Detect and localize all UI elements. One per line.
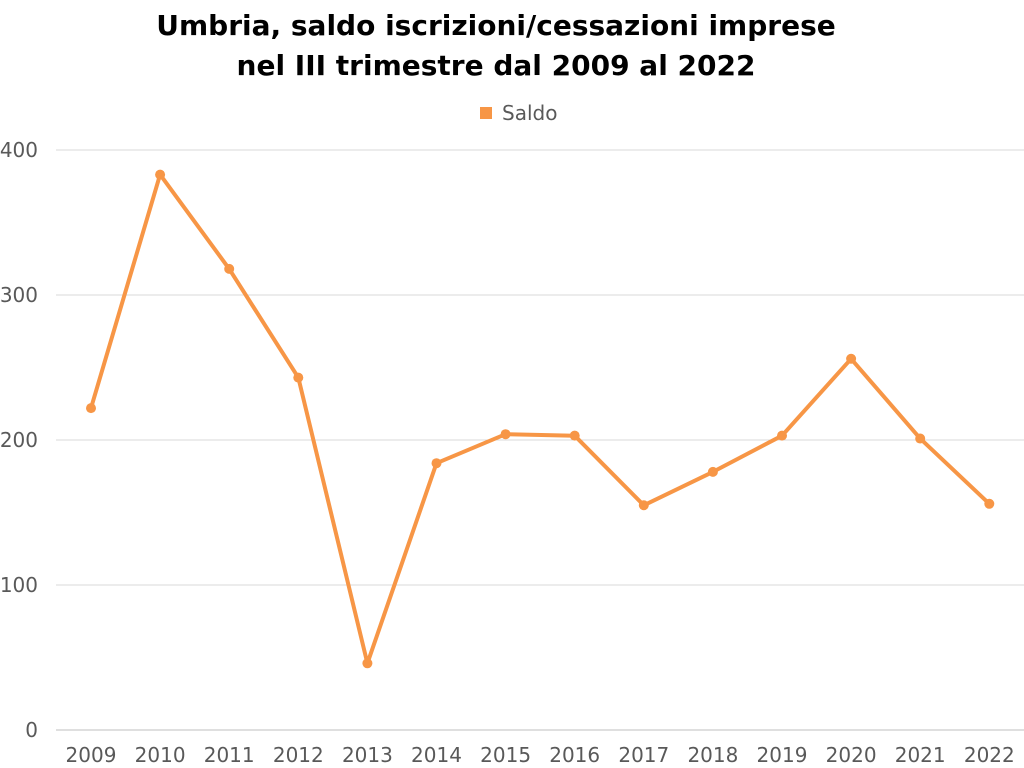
chart-title-line-1: Umbria, saldo iscrizioni/cessazioni impr… (156, 9, 836, 42)
x-tick-label-2015: 2015 (480, 743, 531, 767)
x-tick-label-2017: 2017 (618, 743, 669, 767)
x-tick-label-2009: 2009 (66, 743, 117, 767)
y-tick-label-0: 0 (25, 718, 38, 742)
y-tick-label-100: 100 (0, 573, 38, 597)
data-point-2009 (86, 403, 96, 414)
data-point-2011 (224, 263, 235, 274)
legend-label-saldo: Saldo (502, 101, 558, 125)
chart-title: Umbria, saldo iscrizioni/cessazioni impr… (0, 6, 992, 86)
series-line-saldo (89, 172, 992, 666)
data-point-2014 (431, 458, 442, 469)
x-axis-ticks: 2009 2010 2011 2012 2013 2014 2015 2016 2017 2018… (66, 743, 1015, 767)
data-point-2020 (846, 353, 857, 364)
x-tick-label-2014: 2014 (411, 743, 462, 767)
y-tick-label-200: 200 (0, 428, 38, 452)
x-tick-label-2011: 2011 (204, 743, 255, 767)
x-tick-label-2019: 2019 (757, 743, 808, 767)
gridlines (56, 149, 1024, 731)
chart-legend: Saldo (480, 101, 557, 125)
series-saldo (86, 169, 995, 669)
x-tick-label-2020: 2020 (826, 743, 877, 767)
x-tick-label-2016: 2016 (549, 743, 600, 767)
legend-swatch-saldo (480, 107, 492, 119)
x-tick-label-2022: 2022 (964, 743, 1015, 767)
chart-title-line-2: nel III trimestre dal 2009 al 2022 (236, 49, 756, 82)
x-tick-label-2013: 2013 (342, 743, 393, 767)
x-tick-label-2012: 2012 (273, 743, 324, 767)
data-point-2010 (155, 169, 166, 180)
data-point-2021 (915, 433, 926, 444)
data-point-2018 (707, 466, 718, 477)
data-point-2022 (984, 498, 995, 509)
data-point-2017 (638, 500, 649, 511)
data-point-2015 (500, 429, 511, 440)
data-point-2013 (362, 658, 373, 669)
y-axis-ticks: 0 100 200 300 400 (0, 138, 38, 742)
x-tick-label-2021: 2021 (895, 743, 946, 767)
data-point-2019 (777, 430, 787, 441)
x-tick-label-2018: 2018 (687, 743, 738, 767)
data-point-2016 (569, 430, 580, 441)
y-tick-label-400: 400 (0, 138, 38, 162)
data-point-2012 (293, 372, 304, 383)
y-tick-label-300: 300 (0, 283, 38, 307)
x-tick-label-2010: 2010 (135, 743, 186, 767)
